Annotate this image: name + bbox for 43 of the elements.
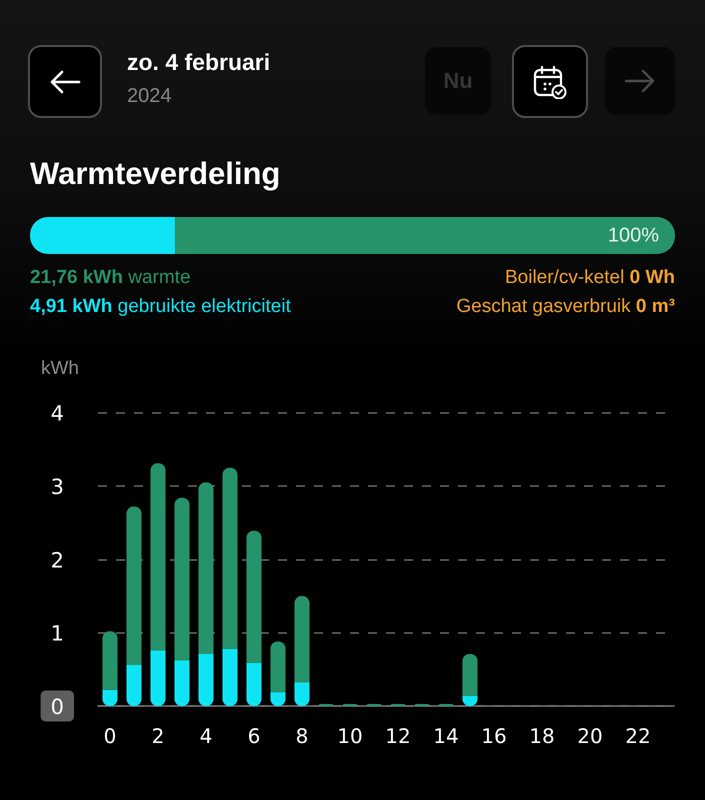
y-tick-label: 2 bbox=[50, 548, 64, 572]
bar bbox=[246, 662, 262, 706]
x-tick-label: 12 bbox=[385, 724, 411, 748]
x-tick-label: 20 bbox=[577, 724, 603, 748]
text: zo. 4 februari bbox=[127, 49, 270, 75]
bar bbox=[150, 463, 166, 650]
bar bbox=[462, 654, 478, 696]
bar bbox=[222, 648, 238, 706]
y-tick-label: 0 bbox=[50, 695, 64, 719]
bar bbox=[246, 530, 262, 663]
text: Geschat gasverbruik 0 m³ bbox=[456, 296, 675, 317]
bar bbox=[150, 650, 166, 706]
x-tick-label: 4 bbox=[200, 724, 212, 748]
bar bbox=[174, 498, 190, 661]
text: 4,91 kWh gebruikte elektriciteit bbox=[30, 296, 291, 317]
text: 2024 bbox=[127, 84, 172, 108]
x-tick-label: 16 bbox=[481, 724, 507, 748]
bar bbox=[222, 468, 238, 649]
bar bbox=[102, 631, 118, 690]
bar bbox=[198, 654, 214, 706]
y-tick-label: 1 bbox=[50, 622, 64, 646]
chart-title: Warmteverdeling bbox=[30, 155, 280, 193]
x-tick-label: 8 bbox=[296, 724, 308, 748]
y-tick-label: 3 bbox=[50, 475, 64, 500]
x-tick-label: 6 bbox=[248, 724, 260, 748]
text: Boiler/cv-ketel 0 Wh bbox=[505, 267, 675, 288]
x-tick-label: 10 bbox=[337, 724, 363, 748]
bar bbox=[294, 682, 310, 706]
bar bbox=[126, 506, 142, 665]
x-tick-label: 2 bbox=[152, 724, 164, 748]
y-axis-title: kWh bbox=[41, 358, 79, 380]
x-tick-label: 14 bbox=[433, 724, 459, 748]
y-tick-label: 4 bbox=[50, 402, 64, 426]
bar bbox=[174, 660, 190, 706]
bar bbox=[198, 482, 214, 654]
x-tick-label: 0 bbox=[104, 724, 116, 748]
text: 21,76 kWh warmte bbox=[30, 267, 191, 288]
bar bbox=[294, 596, 310, 683]
total-label: 100% bbox=[608, 224, 660, 246]
x-tick-label: 22 bbox=[625, 724, 651, 748]
x-tick-label: 18 bbox=[529, 724, 555, 748]
bar bbox=[126, 664, 142, 706]
bar bbox=[270, 641, 286, 692]
